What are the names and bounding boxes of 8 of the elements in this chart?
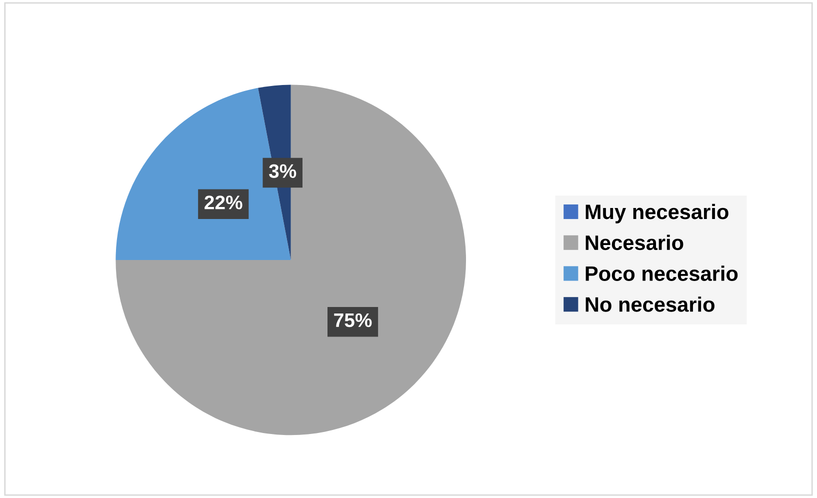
legend-label: Poco necesario	[586, 266, 738, 281]
legend-label: Muy necesario	[586, 204, 728, 224]
data-label: 22%	[204, 196, 242, 210]
data-label: 3%	[269, 164, 296, 178]
data-label: 75%	[334, 313, 372, 328]
legend-label: No necesario	[586, 296, 714, 312]
legend-label: Necesario	[586, 234, 684, 250]
pie-slice	[116, 84, 466, 436]
